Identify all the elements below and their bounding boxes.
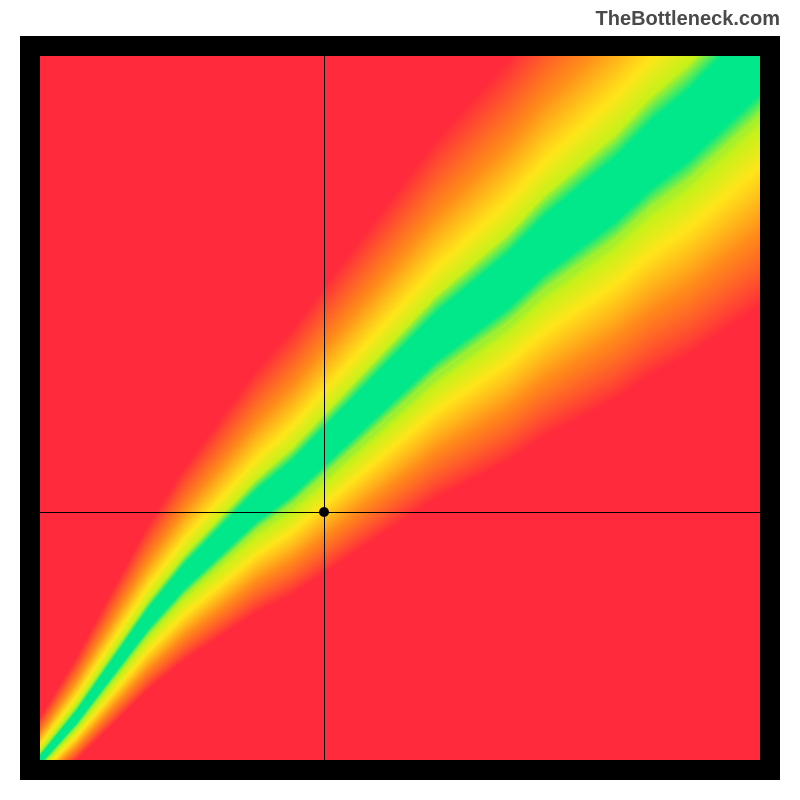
chart-container: TheBottleneck.com [0,0,800,800]
watermark-text: TheBottleneck.com [596,8,780,31]
marker-point [319,507,329,517]
plot-frame [20,36,780,780]
heatmap-canvas [40,56,760,760]
crosshair-horizontal [40,512,760,513]
crosshair-vertical [324,56,325,760]
